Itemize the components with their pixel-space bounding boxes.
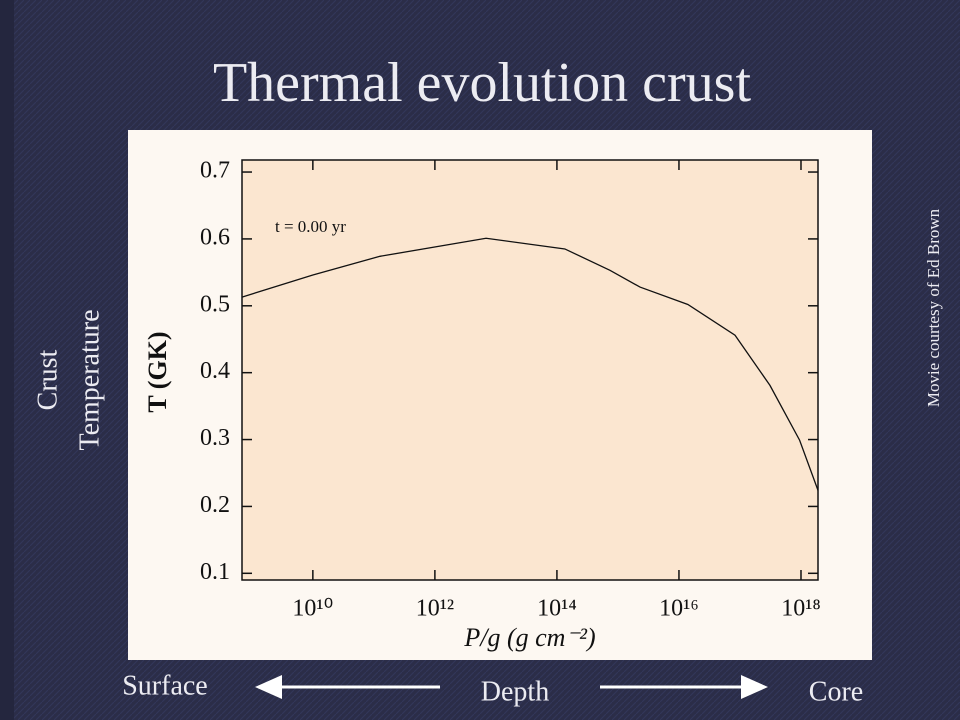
y-tick-label: 0.2 bbox=[200, 492, 230, 518]
y-tick-label: 0.4 bbox=[200, 358, 230, 384]
y-tick-label: 0.5 bbox=[200, 291, 230, 317]
side-label: Temperature bbox=[74, 309, 105, 450]
core-label: Core bbox=[809, 676, 863, 707]
y-tick-label: 0.3 bbox=[200, 425, 230, 451]
y-tick-label: 0.1 bbox=[200, 559, 230, 585]
left-band bbox=[0, 0, 14, 720]
plot-area bbox=[241, 159, 819, 581]
depth-label: Depth bbox=[481, 676, 549, 707]
surface-label: Surface bbox=[122, 670, 208, 701]
x-tick-label: 10¹⁸ bbox=[781, 596, 821, 622]
y-tick-label: 0.7 bbox=[200, 158, 230, 184]
chart: t = 0.00 yr P/g (g cm⁻²) T (GK) 0.1 0.2 0.… bbox=[128, 130, 872, 660]
x-tick-label: 10¹⁴ bbox=[537, 596, 577, 622]
x-axis-label: P/g (g cm⁻²) bbox=[463, 623, 595, 652]
x-tick-label: 10¹⁰ bbox=[292, 596, 333, 622]
annotation: t = 0.00 yr bbox=[275, 217, 346, 236]
x-tick-label: 10¹⁶ bbox=[659, 596, 699, 622]
side-label: Crust bbox=[32, 349, 63, 410]
credit: Movie courtesy of Ed Brown bbox=[924, 208, 943, 407]
data-line bbox=[241, 237, 819, 491]
slide-title: Thermal evolution crust bbox=[213, 52, 752, 114]
y-tick-label: 0.6 bbox=[200, 224, 230, 250]
y-axis-label: T (GK) bbox=[143, 331, 172, 412]
x-tick-label: 10¹² bbox=[416, 596, 454, 622]
